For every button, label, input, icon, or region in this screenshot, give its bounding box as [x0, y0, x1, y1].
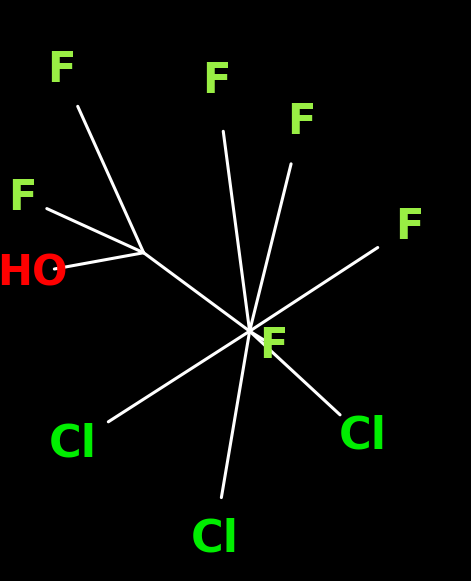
- Text: F: F: [259, 325, 287, 367]
- Text: HO: HO: [0, 252, 67, 294]
- Text: F: F: [203, 60, 231, 102]
- Text: F: F: [287, 101, 316, 143]
- Text: Cl: Cl: [49, 423, 97, 466]
- Text: Cl: Cl: [190, 518, 238, 561]
- Text: F: F: [8, 177, 37, 218]
- Text: F: F: [47, 49, 75, 91]
- Text: Cl: Cl: [339, 414, 387, 457]
- Text: F: F: [396, 206, 424, 248]
